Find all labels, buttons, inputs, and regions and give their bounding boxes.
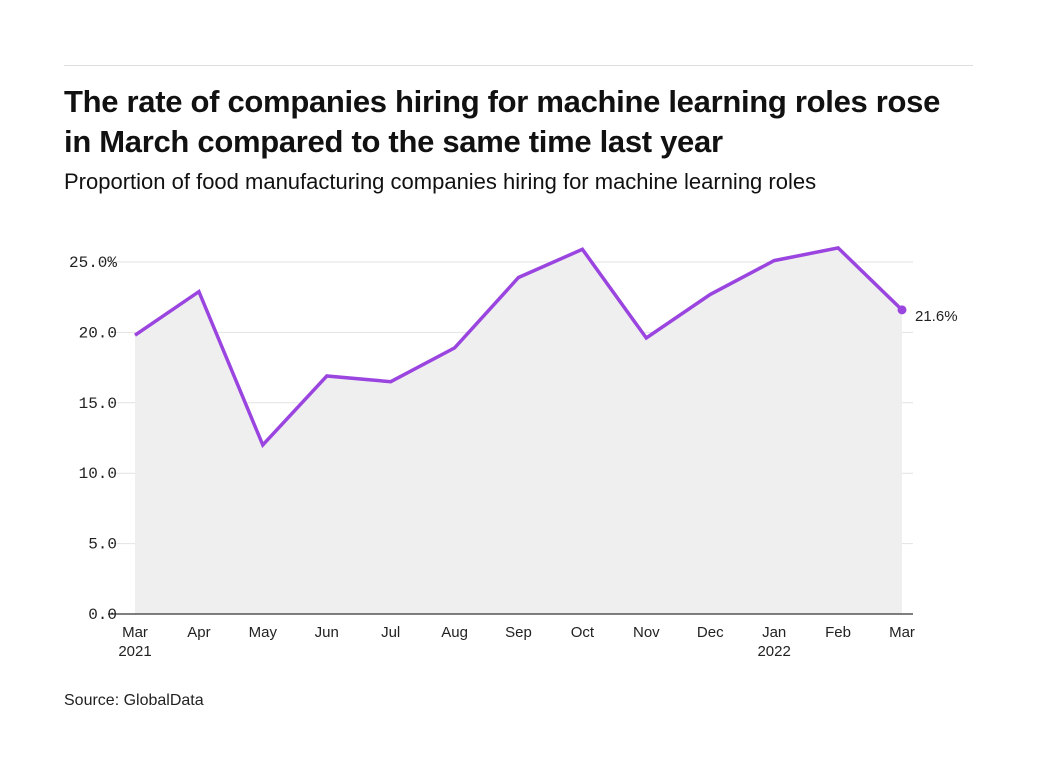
x-axis-ticks: Mar 2021 Apr May Jun Jul Aug Sep Oct Nov Dec Jan 202… <box>118 624 915 660</box>
chart-title: The rate of companies hiring for machine… <box>64 84 941 159</box>
chart-subtitle: Proportion of food manufacturing compani… <box>64 169 817 194</box>
x-tick-label: Aug <box>441 624 468 641</box>
data-points <box>134 247 907 446</box>
x-tick-label: Nov <box>633 624 660 641</box>
y-tick-label: 0.0 <box>88 606 117 624</box>
x-tick-label: Sep <box>505 624 532 641</box>
x-tick-year: 2021 <box>118 643 151 660</box>
y-tick-label: 5.0 <box>88 536 117 554</box>
x-tick-label: May <box>249 624 278 641</box>
top-rule <box>64 65 973 66</box>
y-tick-label: 20.0 <box>79 324 117 342</box>
x-tick-label: Mar <box>889 624 915 641</box>
y-tick-label: 25.0% <box>69 254 117 272</box>
x-tick-label: Oct <box>571 624 595 641</box>
end-point-marker <box>897 305 907 315</box>
x-tick-label: Jul <box>381 624 400 641</box>
x-tick-label: Jan <box>762 624 786 641</box>
x-tick-label: Feb <box>825 624 851 641</box>
x-tick-label: Mar <box>122 624 148 641</box>
y-axis-ticks: 0.0 5.0 10.0 15.0 20.0 25.0% <box>69 254 117 624</box>
x-tick-label: Dec <box>697 624 724 641</box>
x-tick-label: Apr <box>187 624 210 641</box>
y-tick-label: 15.0 <box>79 395 117 413</box>
source-note: Source: GlobalData <box>64 692 204 709</box>
end-value-label: 21.6% <box>915 308 958 325</box>
x-tick-year: 2022 <box>757 643 790 660</box>
area-fill <box>135 247 902 614</box>
y-tick-label: 10.0 <box>79 465 117 483</box>
x-tick-label: Jun <box>315 624 339 641</box>
